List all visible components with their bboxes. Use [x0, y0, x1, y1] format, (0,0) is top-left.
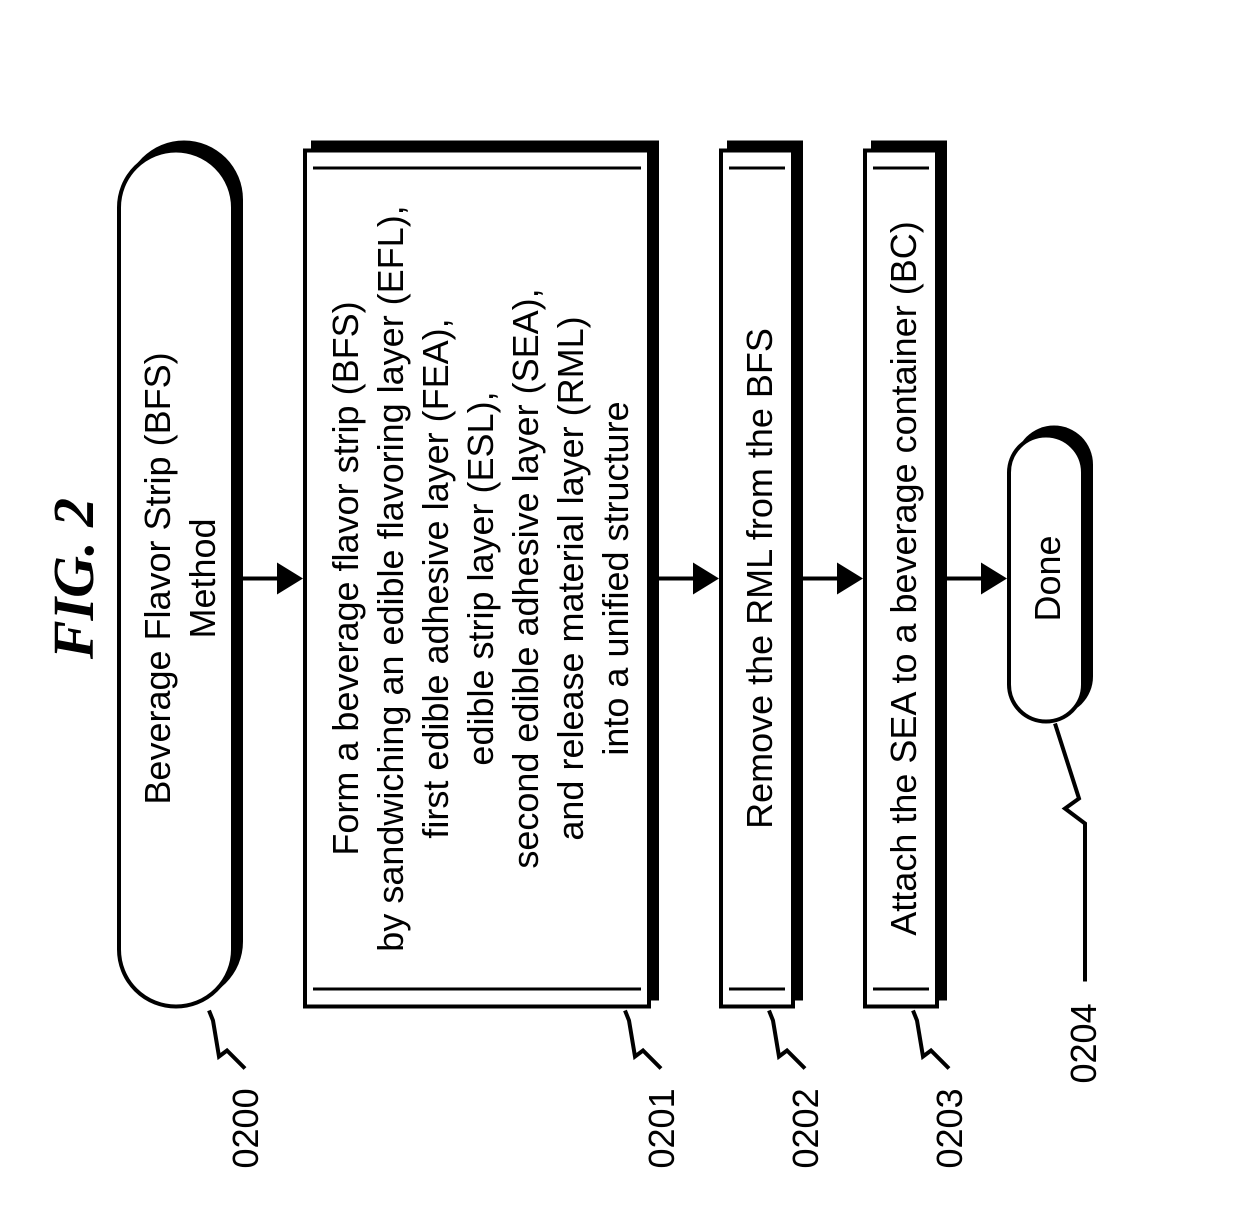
done-wrap: Done 0204	[1007, 434, 1085, 724]
step2-zigzag	[765, 1001, 815, 1071]
step3-zigzag	[909, 1001, 959, 1071]
step1-node: Form a beverage flavor strip (BFS) by sa…	[303, 149, 651, 1009]
arrow-1-head	[277, 563, 303, 595]
arrow-1-line	[235, 577, 277, 581]
arrow-3-line	[795, 577, 837, 581]
step2-node: Remove the RML from the BFS	[719, 149, 795, 1009]
step1-ref: 0201	[641, 1088, 683, 1168]
arrow-2-head	[693, 563, 719, 595]
done-zigzag	[1037, 704, 1097, 984]
figure-title: FIG. 2	[40, 129, 107, 1029]
done-node: Done	[1007, 434, 1085, 724]
step3-l0: Attach the SEA to a beverage container (…	[881, 177, 926, 981]
step3-ref: 0203	[929, 1088, 971, 1168]
step3-wrap: Attach the SEA to a beverage container (…	[863, 149, 939, 1009]
rotated-canvas: FIG. 2 Beverage Flavor Strip (BFS) Metho…	[0, 0, 1240, 1209]
start-line-1: Method	[180, 177, 225, 981]
arrow-4-line	[939, 577, 981, 581]
step1-wrap: Form a beverage flavor strip (BFS) by sa…	[303, 149, 651, 1009]
step1-l6: into a unified structure	[593, 187, 638, 971]
arrow-3-head	[837, 563, 863, 595]
start-node-wrap: Beverage Flavor Strip (BFS) Method 0200	[117, 149, 235, 1009]
step2-l0: Remove the RML from the BFS	[737, 177, 782, 981]
step1-l3: edible strip layer (ESL),	[458, 187, 503, 971]
step1-l5: and release material layer (RML)	[548, 187, 593, 971]
start-node: Beverage Flavor Strip (BFS) Method	[117, 149, 235, 1009]
start-ref: 0200	[225, 1088, 267, 1168]
done-ref: 0204	[1063, 1003, 1105, 1083]
step3-node: Attach the SEA to a beverage container (…	[863, 149, 939, 1009]
done-l0: Done	[1025, 462, 1070, 696]
start-zigzag	[205, 1001, 255, 1071]
step1-l0: Form a beverage flavor strip (BFS)	[323, 187, 368, 971]
arrow-2-line	[651, 577, 693, 581]
start-line-0: Beverage Flavor Strip (BFS)	[135, 177, 180, 981]
step1-l1: by sandwiching an edible flavoring layer…	[368, 187, 413, 971]
step2-ref: 0202	[785, 1088, 827, 1168]
step1-zigzag	[621, 1001, 671, 1071]
step1-l4: second edible adhesive layer (SEA),	[503, 187, 548, 971]
flowchart: FIG. 2 Beverage Flavor Strip (BFS) Metho…	[40, 129, 1085, 1029]
step2-wrap: Remove the RML from the BFS 0202	[719, 149, 795, 1009]
arrow-4-head	[981, 563, 1007, 595]
step1-l2: first edible adhesive layer (FEA),	[413, 187, 458, 971]
